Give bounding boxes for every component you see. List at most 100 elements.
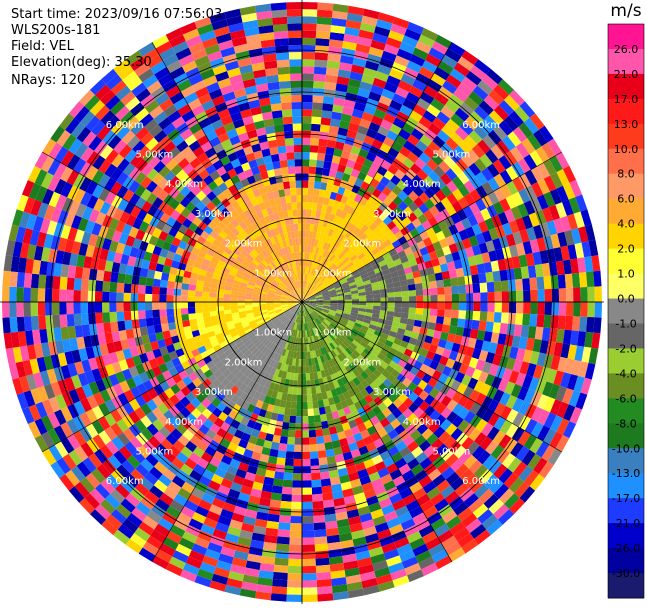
range-gate — [313, 188, 320, 196]
range-gate — [302, 138, 311, 145]
range-gate — [422, 315, 430, 322]
range-gate — [302, 59, 315, 67]
range-gate — [522, 314, 530, 326]
range-gate — [277, 529, 290, 537]
range-gate — [17, 272, 25, 287]
range-gate — [279, 153, 288, 161]
range-gate — [544, 315, 552, 328]
range-gate — [435, 323, 443, 332]
range-gate — [514, 267, 523, 279]
range-gate — [285, 138, 294, 146]
range-gate — [291, 509, 302, 516]
range-gate — [273, 478, 283, 486]
range-gate — [283, 415, 290, 423]
range-gate — [320, 124, 330, 132]
range-gate — [587, 287, 595, 302]
range-gate — [302, 566, 316, 574]
range-gate — [312, 494, 323, 502]
range-gate — [573, 302, 581, 317]
range-gate — [423, 295, 430, 302]
range-gate — [408, 284, 416, 291]
range-gate — [181, 289, 189, 296]
range-gate — [394, 307, 402, 313]
range-gate — [159, 295, 166, 303]
range-gate — [302, 231, 306, 238]
range-gate — [409, 290, 417, 296]
range-gate — [52, 302, 60, 315]
range-gate — [277, 536, 290, 544]
range-gate — [485, 272, 493, 283]
range-gate — [110, 272, 118, 283]
range-gate — [302, 509, 313, 516]
range-gate — [153, 279, 161, 288]
range-gate — [302, 402, 308, 409]
range-gate — [373, 294, 381, 299]
range-gate — [38, 316, 46, 330]
range-gate — [488, 292, 495, 302]
range-gate — [73, 302, 81, 314]
range-gate — [277, 67, 290, 75]
range-gate — [166, 295, 173, 302]
range-gate — [281, 494, 292, 502]
range-gate — [302, 573, 317, 581]
range-gate — [302, 88, 313, 95]
range-gate — [299, 359, 302, 366]
range-gate — [277, 450, 286, 458]
range-gate — [16, 287, 24, 302]
range-gate — [302, 9, 317, 17]
range-gate — [317, 443, 326, 451]
range-gate — [381, 298, 388, 303]
range-gate — [310, 451, 319, 459]
range-gate — [459, 302, 466, 311]
range-gate — [238, 299, 245, 302]
range-gate — [302, 195, 308, 202]
range-gate — [289, 423, 296, 431]
range-gate — [494, 312, 502, 323]
range-gate — [387, 307, 395, 312]
range-gate — [96, 270, 105, 282]
range-gate — [290, 523, 302, 531]
range-gate — [494, 281, 502, 292]
range-gate — [292, 394, 298, 402]
range-gate — [154, 271, 163, 280]
range-gate — [276, 457, 285, 465]
range-gate — [316, 436, 324, 444]
range-gate — [457, 318, 465, 327]
range-gate — [181, 302, 188, 308]
range-gate — [501, 280, 509, 291]
range-gate — [209, 297, 216, 302]
range-gate — [289, 545, 302, 553]
range-gate — [124, 283, 132, 293]
range-gate — [315, 551, 329, 559]
range-gate — [103, 322, 111, 333]
range-gate — [139, 276, 147, 285]
range-gate — [324, 442, 333, 451]
range-gate — [138, 293, 145, 302]
range-gate — [276, 52, 289, 60]
range-gate — [443, 279, 451, 288]
range-gate — [586, 317, 594, 333]
range-gate — [159, 309, 167, 317]
range-gate — [110, 321, 118, 332]
range-gate — [138, 302, 145, 311]
range-gate — [266, 521, 279, 530]
range-gate — [302, 495, 313, 502]
range-gate — [309, 159, 317, 167]
range-gate — [436, 316, 444, 324]
range-gate — [74, 278, 82, 290]
range-gate — [295, 430, 302, 437]
range-gate — [292, 488, 302, 495]
range-gate — [270, 500, 282, 509]
range-gate — [287, 587, 302, 595]
range-gate — [423, 302, 430, 309]
range-gate — [315, 429, 323, 437]
range-gate — [302, 452, 310, 459]
range-gate — [195, 302, 202, 308]
range-gate — [159, 302, 166, 310]
range-gate — [138, 310, 146, 319]
range-gate — [302, 116, 312, 123]
range-gate — [352, 302, 359, 305]
range-gate — [318, 457, 327, 465]
range-gate — [59, 289, 67, 302]
range-gate — [195, 307, 203, 313]
